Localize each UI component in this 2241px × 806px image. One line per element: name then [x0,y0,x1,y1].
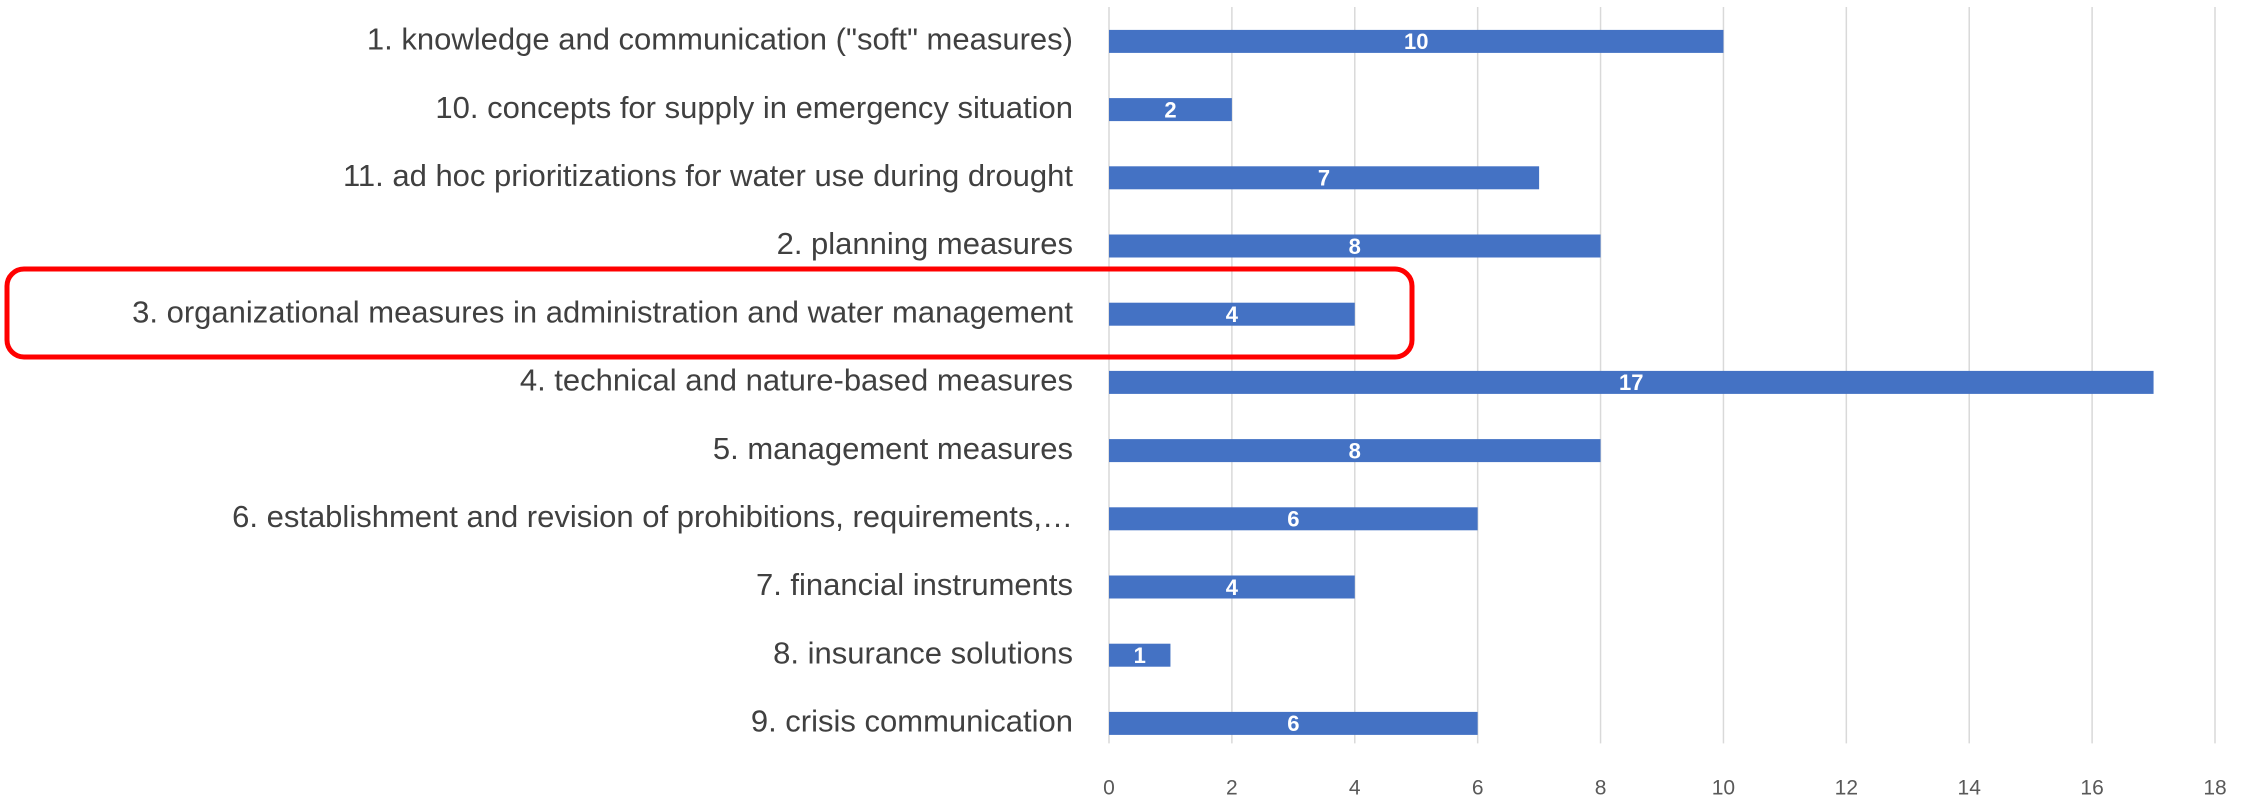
bar [1109,507,1478,531]
value-label: 2 [1164,97,1176,122]
y-tick-label: 10. concepts for supply in emergency sit… [435,90,1073,125]
bar [1109,370,2154,394]
bar [1109,98,1232,122]
bar [1109,575,1355,599]
y-tick-label: 7. financial instruments [756,567,1073,602]
x-tick-label: 16 [2080,777,2103,800]
value-label: 10 [1404,29,1428,54]
bar [1109,643,1171,667]
y-tick-label: 6. establishment and revision of prohibi… [232,499,1073,534]
x-tick-label: 2 [1226,777,1238,800]
y-tick-label: 1. knowledge and communication ("soft" m… [367,22,1073,57]
y-tick-label: 5. management measures [713,431,1073,466]
x-tick-label: 10 [1712,777,1735,800]
x-tick-label: 0 [1103,777,1115,800]
value-label: 1 [1134,643,1146,668]
bar [1109,29,1724,53]
value-label: 6 [1287,507,1299,532]
value-label: 6 [1287,711,1299,736]
y-tick-label: 2. planning measures [777,226,1073,261]
y-tick-label: 3. organizational measures in administra… [132,294,1073,329]
value-label: 17 [1619,370,1643,395]
y-tick-label: 11. ad hoc prioritizations for water use… [343,158,1073,193]
grid: 0 2 4 6 8 10 12 14 16 18 [1103,7,2227,800]
value-label: 8 [1349,234,1361,259]
x-tick-label: 12 [1835,777,1858,800]
value-label: 4 [1226,575,1239,600]
y-tick-label: 8. insurance solutions [773,635,1073,670]
x-tick-label: 18 [2203,777,2226,800]
value-label: 7 [1318,166,1330,191]
value-label: 8 [1349,438,1361,463]
y-tick-label: 9. crisis communication [751,704,1073,739]
bar [1109,439,1601,463]
x-tick-label: 8 [1595,777,1607,800]
bars: 1. knowledge and communication ("soft" m… [132,22,2154,739]
bar [1109,234,1601,258]
bar [1109,166,1540,190]
y-tick-label: 4. technical and nature-based measures [520,363,1073,398]
highlight-box [4,266,1415,360]
bar [1109,302,1355,326]
value-label: 4 [1226,302,1239,327]
bar [1109,711,1478,735]
x-tick-label: 6 [1472,777,1484,800]
x-tick-label: 14 [1958,777,1982,800]
x-tick-label: 4 [1349,777,1361,800]
